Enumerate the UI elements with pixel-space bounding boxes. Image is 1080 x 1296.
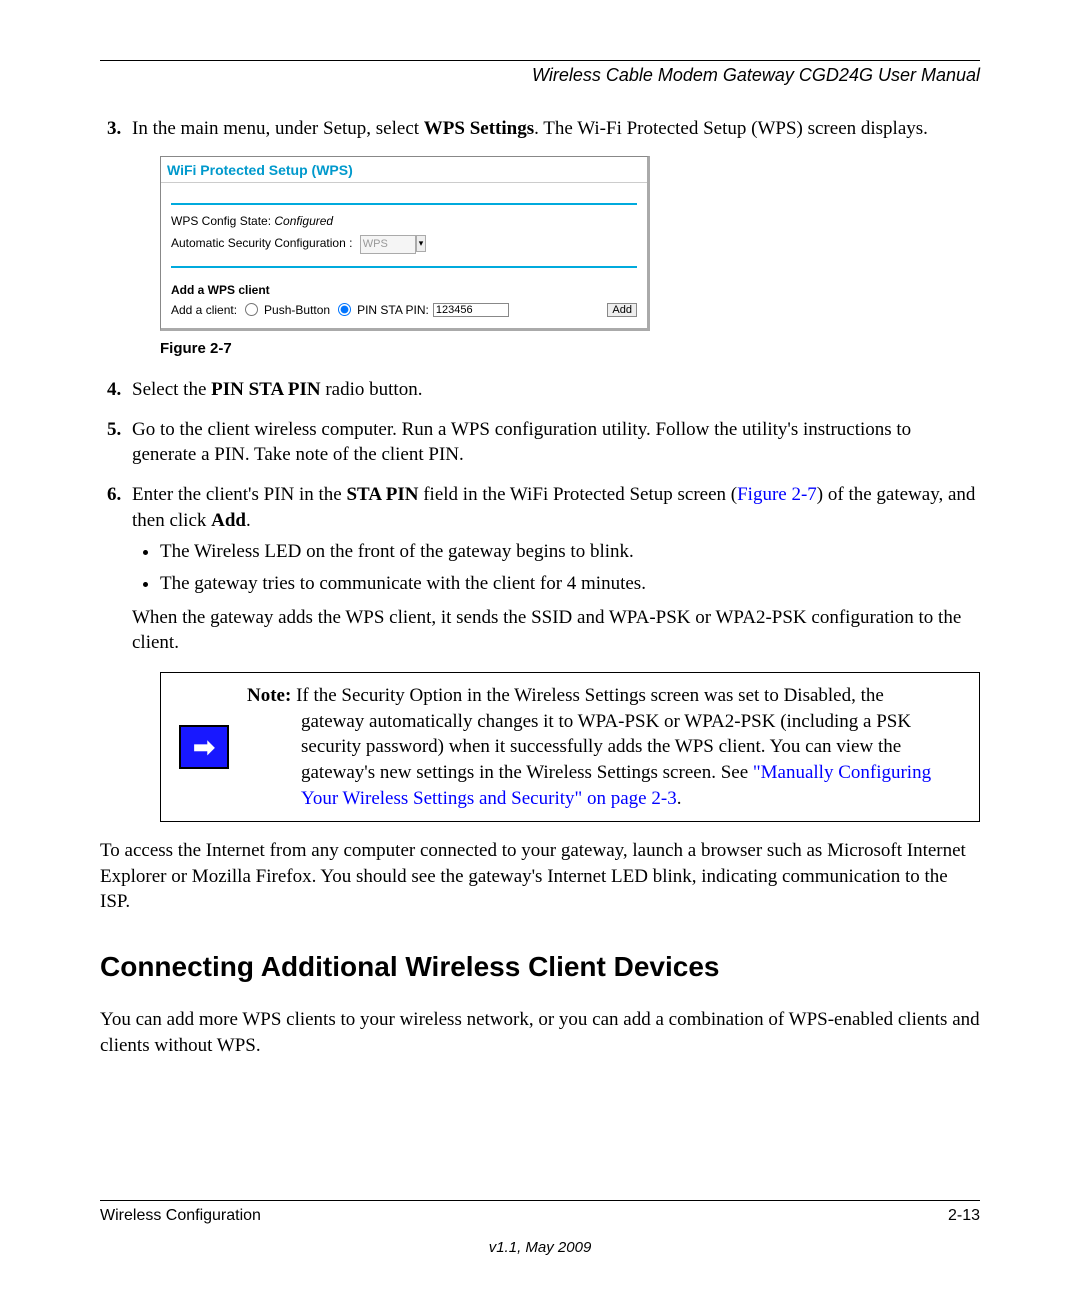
wps-add-section-title: Add a WPS client (171, 282, 637, 298)
wps-divider-2 (171, 266, 637, 268)
wps-title: WiFi Protected Setup (WPS) (161, 157, 647, 183)
section-heading: Connecting Additional Wireless Client De… (100, 951, 980, 983)
pin-radio[interactable] (338, 303, 351, 316)
footer-version: v1.1, May 2009 (100, 1239, 980, 1256)
sta-pin-input[interactable] (433, 303, 509, 317)
wps-config-state-row: WPS Config State: Configured (171, 213, 637, 229)
note-period: . (677, 788, 682, 809)
step-6-post: When the gateway adds the WPS client, it… (132, 605, 980, 656)
step-3-text-a: In the main menu, under Setup, select (132, 118, 424, 139)
footer-right: 2-13 (948, 1207, 980, 1225)
note-icon: ➡ (179, 725, 229, 769)
page: Wireless Cable Modem Gateway CGD24G User… (0, 0, 1080, 1296)
note-indent: gateway automatically changes it to WPA-… (247, 709, 965, 812)
step-6: Enter the client's PIN in the STA PIN fi… (126, 482, 980, 822)
footer-rule (100, 1200, 980, 1201)
note-prefix: Note: (247, 685, 296, 706)
step-6-bold2: Add (211, 510, 246, 531)
wps-divider-1 (171, 203, 637, 205)
step-5: Go to the client wireless computer. Run … (126, 417, 980, 468)
wps-add-client-row: Add a client: Push-Button PIN STA PIN: A… (171, 302, 637, 318)
wps-screenshot: WiFi Protected Setup (WPS) WPS Config St… (160, 156, 650, 331)
access-paragraph: To access the Internet from any computer… (100, 838, 980, 915)
arrow-icon: ➡ (193, 730, 215, 765)
step-6-bold1: STA PIN (346, 484, 418, 505)
step-6-text-a: Enter the client's PIN in the (132, 484, 346, 505)
step-3-text-b: . The Wi-Fi Protected Setup (WPS) screen… (534, 118, 928, 139)
step-4-text-a: Select the (132, 379, 211, 400)
step-6-text-b: field in the WiFi Protected Setup screen… (418, 484, 737, 505)
footer-left: Wireless Configuration (100, 1207, 261, 1225)
add-button[interactable]: Add (607, 303, 637, 317)
closing-paragraph: You can add more WPS clients to your wir… (100, 1007, 980, 1058)
footer: Wireless Configuration 2-13 v1.1, May 20… (100, 1200, 980, 1256)
step-3: In the main menu, under Setup, select WP… (126, 116, 980, 359)
step-6-text-d: . (246, 510, 251, 531)
wps-auto-sec-label: Automatic Security Configuration : (171, 236, 352, 250)
bullet-2: The gateway tries to communicate with th… (160, 571, 980, 597)
bullet-1: The Wireless LED on the front of the gat… (160, 539, 980, 565)
header-rule (100, 60, 980, 61)
dropdown-icon[interactable]: ▾ (416, 235, 427, 251)
header-title: Wireless Cable Modem Gateway CGD24G User… (100, 65, 980, 86)
step-6-bullets: The Wireless LED on the front of the gat… (132, 539, 980, 596)
steps-list: In the main menu, under Setup, select WP… (100, 116, 980, 822)
wps-add-label: Add a client: (171, 302, 237, 318)
push-button-radio[interactable] (245, 303, 258, 316)
wps-auto-sec-select[interactable]: WPS (360, 235, 416, 254)
note-text: Note: If the Security Option in the Wire… (247, 673, 979, 821)
push-button-label: Push-Button (264, 302, 330, 318)
step-4-bold: PIN STA PIN (211, 379, 320, 400)
figure-caption: Figure 2-7 (160, 339, 980, 359)
figure-link[interactable]: Figure 2-7 (737, 484, 817, 505)
note-icon-cell: ➡ (161, 673, 247, 821)
pin-label: PIN STA PIN: (357, 302, 429, 318)
wps-config-state-label: WPS Config State: (171, 214, 274, 228)
wps-inner: WPS Config State: Configured Automatic S… (161, 183, 647, 328)
wps-auto-sec-row: Automatic Security Configuration : WPS▾ (171, 235, 637, 254)
step-4-text-b: radio button. (321, 379, 423, 400)
footer-row: Wireless Configuration 2-13 (100, 1207, 980, 1225)
wps-config-state-value: Configured (274, 214, 333, 228)
note-body1: If the Security Option in the Wireless S… (296, 685, 884, 706)
step-3-bold: WPS Settings (424, 118, 534, 139)
note-box: ➡ Note: If the Security Option in the Wi… (160, 672, 980, 822)
step-5-text: Go to the client wireless computer. Run … (132, 419, 911, 466)
step-4: Select the PIN STA PIN radio button. (126, 377, 980, 403)
